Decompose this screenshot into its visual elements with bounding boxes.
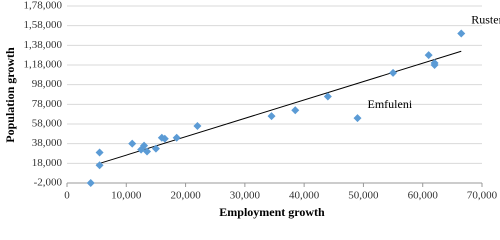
y-tick-label: 1,18,000 — [24, 59, 63, 71]
point — [172, 133, 181, 142]
y-tick-label: 1,38,000 — [24, 39, 63, 51]
point — [86, 179, 95, 187]
y-tick-label: 98,000 — [32, 78, 63, 90]
point — [95, 161, 104, 170]
point — [95, 148, 104, 157]
x-tick-label: 60,000 — [408, 190, 439, 202]
point-label: Rustenburg — [471, 12, 500, 26]
chart: Employment growth Population growth -2,0… — [3, 0, 500, 219]
point — [143, 147, 152, 156]
y-tick-label: 18,000 — [32, 157, 63, 169]
point — [389, 68, 398, 77]
trendline — [96, 50, 462, 165]
x-tick-label: 20,000 — [170, 190, 201, 202]
point — [291, 106, 300, 115]
point — [353, 114, 362, 123]
y-tick-label: 58,000 — [32, 118, 63, 130]
point — [160, 134, 169, 143]
y-tick-label: 1,78,000 — [24, 0, 63, 12]
point — [323, 92, 332, 101]
point-label: Emfuleni — [368, 97, 413, 111]
y-tick-label: 38,000 — [32, 137, 63, 149]
y-tick-label: -2,000 — [34, 177, 63, 189]
x-tick-label: 50,000 — [348, 190, 379, 202]
point — [193, 121, 202, 130]
x-tick-label: 10,000 — [111, 190, 142, 202]
point — [128, 139, 137, 148]
x-tick-label: 0 — [64, 190, 70, 202]
point — [457, 29, 466, 38]
x-axis-title: Employment growth — [219, 205, 325, 219]
point — [151, 144, 160, 153]
point — [424, 51, 433, 60]
x-tick-label: 30,000 — [230, 190, 261, 202]
point — [140, 141, 149, 150]
x-tick-label: 70,000 — [467, 190, 498, 202]
x-tick-label: 40,000 — [289, 190, 320, 202]
y-tick-label: 1,58,000 — [24, 19, 63, 31]
point — [267, 112, 276, 121]
y-axis-title: Population growth — [3, 47, 17, 143]
point — [430, 61, 439, 69]
y-tick-label: 78,000 — [32, 98, 63, 110]
page: Employment growth Population growth -2,0… — [2, 0, 500, 219]
